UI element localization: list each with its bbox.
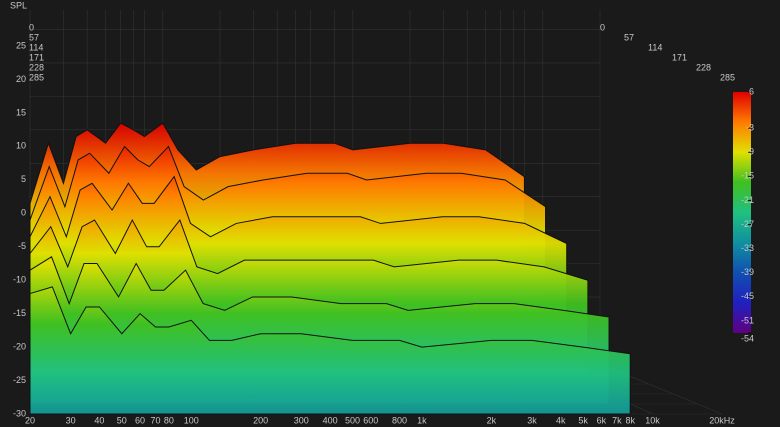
colorbar-tick-label: -9: [746, 147, 754, 157]
time-tick-label: 114: [29, 42, 43, 52]
x-tick-label: 300: [294, 415, 309, 425]
colorbar-tick-label: -51: [741, 315, 754, 325]
time-tick-label: 285: [720, 72, 735, 82]
time-tick-label: 57: [624, 32, 634, 42]
x-tick-label: 6k: [597, 415, 607, 425]
time-tick-label: 57: [29, 32, 39, 42]
y-tick-label: 5: [21, 174, 26, 184]
x-tick-label: 5k: [578, 415, 588, 425]
x-tick-label: 60: [135, 415, 145, 425]
colorbar-tick-label: -39: [741, 267, 754, 277]
x-tick-label: 20kHz: [709, 415, 735, 425]
x-tick-label: 50: [117, 415, 127, 425]
y-tick-label: 20: [16, 74, 26, 84]
colorbar-tick-label: -15: [741, 171, 754, 181]
y-tick-label: 15: [16, 107, 26, 117]
time-tick-label: 228: [696, 62, 711, 72]
x-tick-label: 2k: [487, 415, 497, 425]
x-tick-label: 600: [363, 415, 378, 425]
x-tick-label: 500: [345, 415, 360, 425]
colorbar: [733, 92, 751, 333]
y-tick-label: -25: [13, 375, 26, 385]
y-tick-label: -15: [13, 308, 26, 318]
y-tick-label: -20: [13, 341, 26, 351]
y-tick-label: 10: [16, 141, 26, 151]
y-tick-label: -10: [13, 275, 26, 285]
x-tick-label: 10k: [645, 415, 660, 425]
time-tick-label: 171: [29, 52, 44, 62]
y-tick-label: -30: [13, 408, 26, 418]
x-tick-label: 800: [392, 415, 407, 425]
x-tick-label: 20: [25, 415, 35, 425]
x-tick-label: 40: [94, 415, 104, 425]
x-tick-label: 8k: [625, 415, 635, 425]
x-tick-label: 400: [323, 415, 338, 425]
y-tick-label: 25: [16, 40, 26, 50]
waterfall-slice: [29, 286, 631, 415]
x-tick-label: 4k: [556, 415, 566, 425]
x-tick-label: 100: [184, 415, 199, 425]
time-tick-label: 171: [672, 52, 687, 62]
time-tick-label: 228: [29, 62, 44, 72]
x-tick-label: 3k: [527, 415, 537, 425]
y-axis-label: SPL: [10, 0, 27, 10]
y-tick-label: -5: [18, 241, 26, 251]
colorbar-tick-label: -21: [741, 195, 754, 205]
colorbar-tick-label: 6: [749, 86, 754, 96]
x-tick-label: 7k: [612, 415, 622, 425]
x-tick-label: 80: [164, 415, 174, 425]
time-tick-label: 285: [29, 72, 44, 82]
x-tick-label: 1k: [417, 415, 427, 425]
x-tick-label: 30: [66, 415, 76, 425]
colorbar-tick-label: -27: [741, 219, 754, 229]
time-tick-label: 0: [600, 22, 605, 32]
y-tick-label: 0: [21, 208, 26, 218]
time-tick-label: 114: [648, 42, 662, 52]
colorbar-tick-label: -33: [741, 243, 754, 253]
x-tick-label: 70: [150, 415, 160, 425]
colorbar-tick-label: -45: [741, 291, 754, 301]
x-tick-label: 200: [253, 415, 268, 425]
colorbar-tick-label: -3: [746, 123, 754, 133]
time-tick-label: 0: [29, 22, 34, 32]
colorbar-tick-label: -54: [741, 333, 754, 343]
